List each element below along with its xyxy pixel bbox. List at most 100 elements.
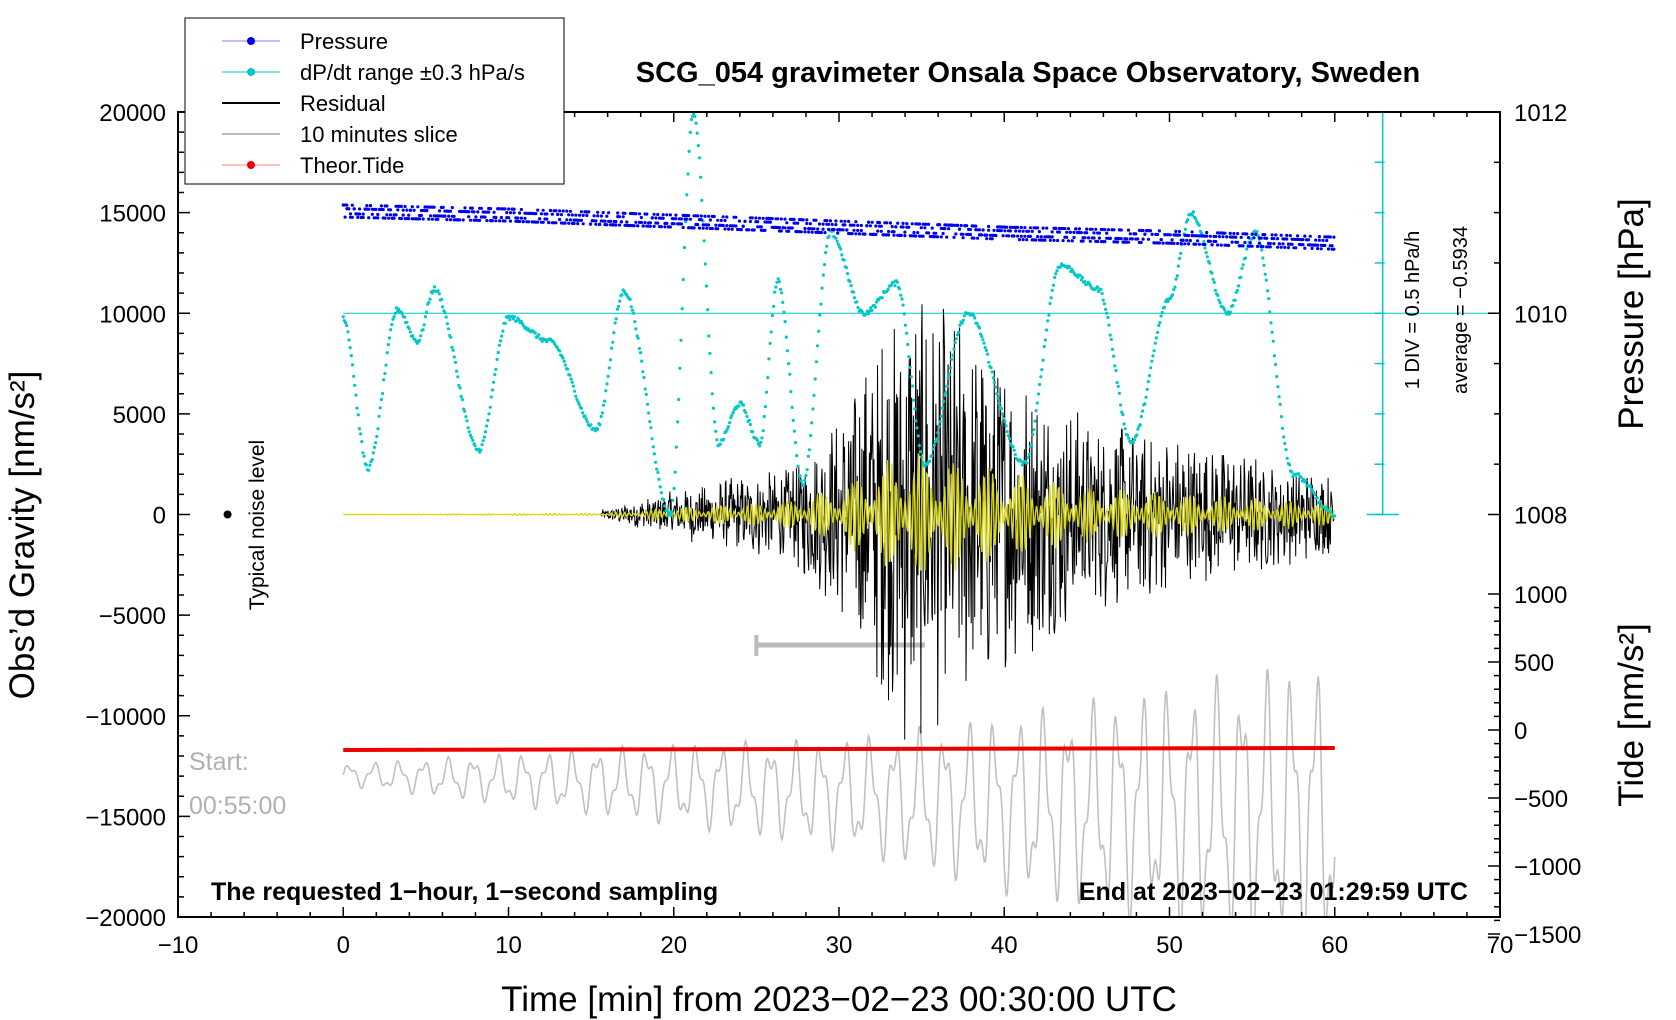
dpdt-point — [1160, 310, 1164, 315]
dpdt-point — [1026, 456, 1030, 460]
pressure-point — [1205, 234, 1209, 238]
pressure-average-label: average = −0.5934 — [1450, 226, 1472, 394]
pressure-point — [405, 208, 409, 212]
dpdt-point — [957, 330, 961, 334]
dpdt-point — [1043, 338, 1047, 342]
pressure-point — [757, 216, 762, 220]
dpdt-point — [1080, 275, 1084, 279]
pressure-point — [1326, 247, 1331, 251]
pressure-point — [739, 228, 743, 232]
pressure-point — [1019, 234, 1023, 238]
pressure-point — [1092, 236, 1096, 240]
pressure-point — [1183, 242, 1187, 246]
pressure-point — [1045, 226, 1049, 230]
pressure-point — [558, 209, 562, 213]
pressure-point — [1332, 247, 1336, 251]
pressure-point — [1303, 246, 1307, 250]
dpdt-point — [1115, 380, 1119, 385]
pressure-point — [445, 218, 449, 222]
pressure-point — [699, 218, 703, 222]
dpdt-point — [539, 337, 543, 341]
dpdt-point — [787, 362, 791, 366]
dpdt-point — [615, 307, 620, 311]
pressure-point — [516, 216, 520, 220]
dpdt-point — [665, 508, 669, 512]
dpdt-point — [1261, 256, 1265, 260]
pressure-point — [407, 217, 411, 221]
pressure-point — [608, 219, 613, 223]
dpdt-point — [671, 498, 675, 502]
pressure-point — [370, 212, 374, 216]
pressure-point — [596, 214, 600, 218]
dpdt-point — [995, 392, 999, 396]
dpdt-point — [774, 285, 778, 289]
pressure-point — [503, 207, 507, 211]
dpdt-point — [1269, 321, 1273, 325]
dpdt-point — [1179, 251, 1183, 255]
dpdt-point — [449, 335, 453, 339]
pressure-point — [523, 216, 527, 220]
dpdt-point — [1282, 435, 1286, 439]
dpdt-point — [851, 290, 856, 294]
dpdt-point — [902, 312, 906, 316]
pressure-point — [474, 215, 478, 219]
dpdt-point — [408, 330, 412, 334]
dpdt-point — [361, 451, 365, 455]
pressure-point — [1012, 234, 1016, 238]
y-axis-label-left: Obs’d Gravity [nm/s²] — [3, 371, 42, 700]
dpdt-point — [905, 331, 909, 335]
pressure-point — [1037, 230, 1041, 234]
dpdt-point — [769, 330, 773, 334]
tide-series-line — [343, 745, 1335, 752]
pressure-point — [476, 210, 480, 214]
dpdt-point — [1255, 230, 1259, 234]
pressure-point — [805, 221, 809, 226]
pressure-point — [512, 211, 516, 215]
dpdt-point — [346, 330, 350, 334]
dpdt-point — [856, 305, 860, 310]
dpdt-point — [1001, 412, 1005, 416]
pressure-point — [578, 213, 582, 217]
pressure-point — [428, 214, 433, 218]
legend-swatch-marker — [247, 68, 255, 76]
dpdt-point — [574, 394, 578, 398]
dpdt-point — [1265, 289, 1270, 293]
dpdt-point — [807, 448, 812, 452]
pressure-point — [652, 224, 656, 228]
dpdt-point — [1235, 288, 1239, 292]
dpdt-point — [703, 262, 707, 266]
dpdt-point — [686, 172, 690, 176]
pressure-point — [839, 219, 843, 223]
legend-item-label: Pressure — [300, 29, 388, 54]
dpdt-point — [770, 313, 775, 318]
pressure-point — [1250, 244, 1254, 248]
dpdt-point — [657, 477, 661, 481]
pressure-point — [1277, 242, 1281, 246]
dpdt-point — [669, 513, 673, 518]
dpdt-point — [347, 338, 351, 342]
dpdt-point — [685, 193, 689, 197]
y-tick-label: −5000 — [99, 603, 166, 630]
dpdt-point — [785, 349, 790, 353]
dpdt-point — [745, 414, 749, 419]
pressure-point — [347, 207, 351, 211]
dpdt-point — [1194, 217, 1198, 221]
pressure-point — [490, 219, 494, 223]
dpdt-point — [958, 323, 962, 327]
dpdt-point — [961, 318, 965, 322]
pressure-point — [707, 223, 711, 227]
dpdt-point — [1047, 313, 1051, 317]
pressure-point — [825, 219, 829, 223]
pressure-point — [1236, 232, 1240, 236]
dpdt-point — [1276, 385, 1280, 389]
dpdt-point — [611, 340, 615, 344]
pressure-point — [721, 223, 725, 228]
dpdt-point — [1045, 328, 1049, 332]
pressure-point — [979, 233, 983, 237]
pressure-point — [1281, 242, 1285, 246]
pressure-point — [1126, 240, 1131, 244]
pressure-point — [1021, 238, 1025, 242]
pressure-point — [1017, 229, 1022, 233]
dpdt-point — [446, 327, 451, 331]
dpdt-point — [699, 175, 703, 179]
